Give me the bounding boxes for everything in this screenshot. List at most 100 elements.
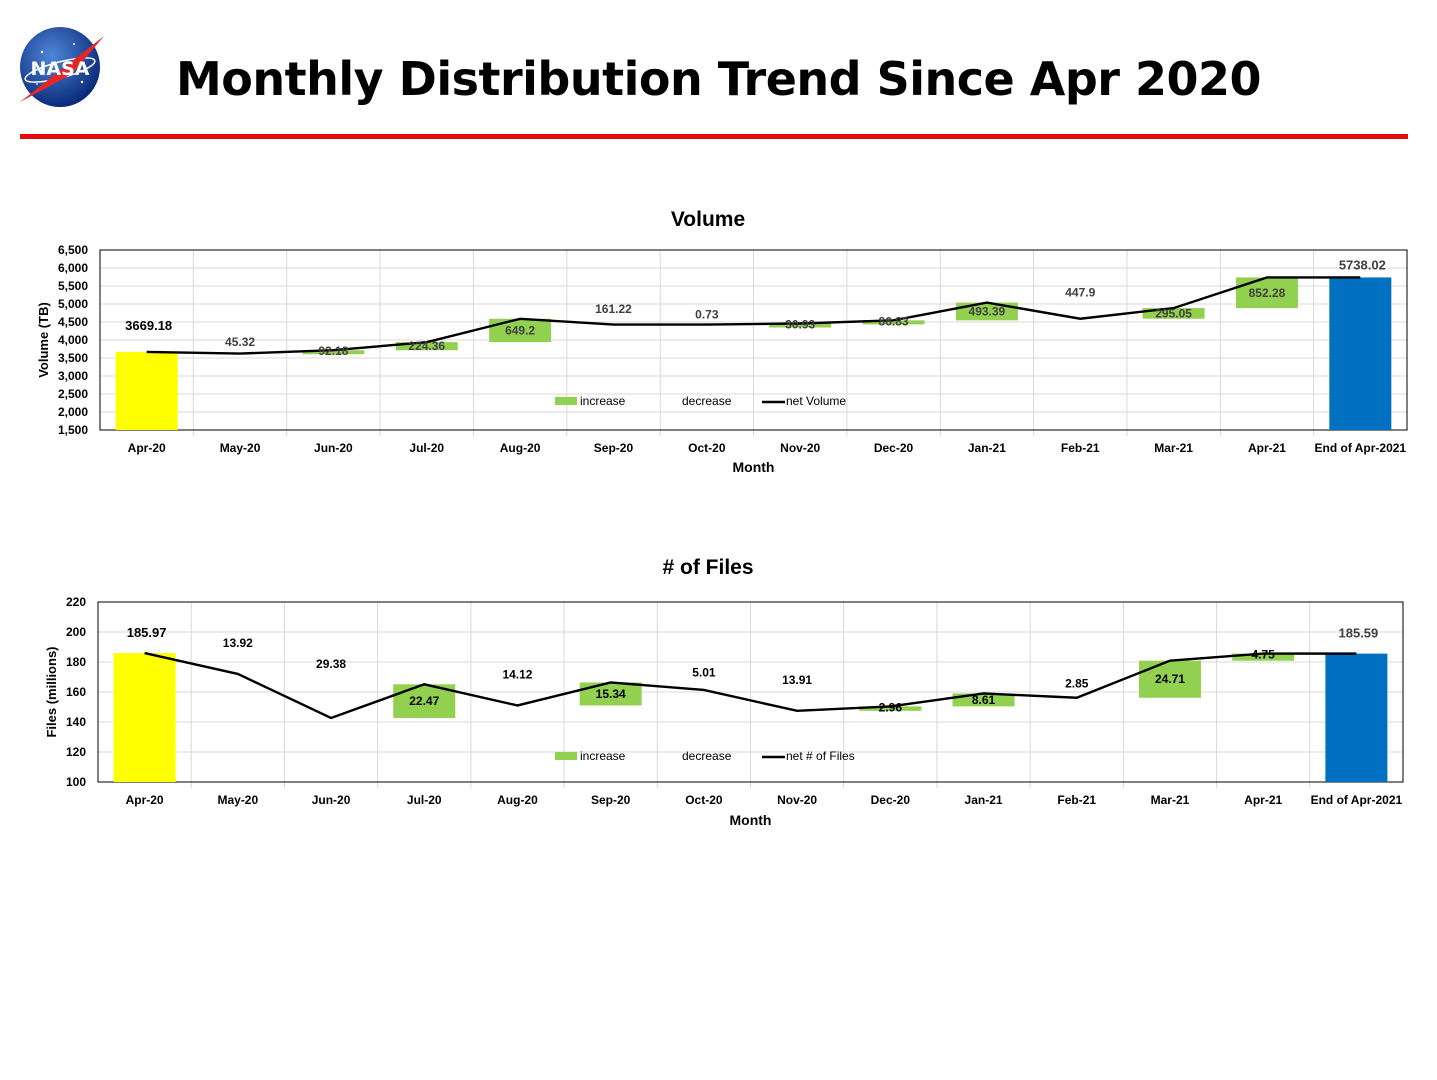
x-tick-label: Aug-20 xyxy=(497,793,538,807)
y-tick-label: 160 xyxy=(66,685,86,699)
bar-start xyxy=(115,351,178,430)
bar-increase xyxy=(1138,660,1201,698)
data-label: 29.38 xyxy=(316,657,346,671)
data-label: 13.92 xyxy=(223,636,253,650)
y-tick-label: 4,000 xyxy=(58,333,88,347)
bar-increase xyxy=(302,350,365,355)
x-tick-label: Mar-21 xyxy=(1151,793,1190,807)
bar-increase xyxy=(395,342,458,351)
legend-increase-label: increase xyxy=(580,749,626,763)
nasa-logo: NASA xyxy=(12,22,112,112)
bar-increase xyxy=(769,323,832,328)
x-tick-label: Oct-20 xyxy=(688,441,726,455)
legend-increase-swatch xyxy=(555,752,577,760)
bar-increase xyxy=(862,320,925,325)
data-label: 852.28 xyxy=(1249,286,1286,300)
y-tick-label: 3,000 xyxy=(58,369,88,383)
x-tick-label: Feb-21 xyxy=(1057,793,1096,807)
legend-net-label: net Volume xyxy=(786,394,846,408)
legend-net-label: net # of Files xyxy=(786,749,855,763)
data-label: 2.96 xyxy=(879,700,903,714)
y-tick-label: 6,500 xyxy=(58,243,88,257)
bar-increase xyxy=(1235,277,1298,309)
x-tick-label: Jul-20 xyxy=(407,793,442,807)
y-tick-label: 1,500 xyxy=(58,423,88,437)
x-tick-label: End of Apr-2021 xyxy=(1311,793,1403,807)
net-line xyxy=(146,276,1361,355)
data-label: 8.61 xyxy=(972,693,996,707)
y-tick-label: 5,500 xyxy=(58,279,88,293)
bar-end xyxy=(1329,277,1392,430)
bar-end xyxy=(1325,653,1388,782)
x-tick-label: Sep-20 xyxy=(591,793,631,807)
x-tick-label: Sep-20 xyxy=(594,441,634,455)
x-axis-label: Month xyxy=(733,459,775,475)
x-tick-label: Nov-20 xyxy=(780,441,820,455)
volume-chart: Volume 1,500 2,000 2,500 3,000 3,500 4,000 4,50… xyxy=(36,208,1408,475)
data-label: 24.71 xyxy=(1155,672,1185,686)
x-tick-label: Apr-20 xyxy=(128,441,166,455)
data-label: 295.05 xyxy=(1155,306,1192,320)
bar-increase xyxy=(579,682,642,706)
x-tick-label: Dec-20 xyxy=(874,441,914,455)
data-label: 4.75 xyxy=(1251,648,1275,662)
y-tick-label: 5,000 xyxy=(58,297,88,311)
data-label-start: 185.97 xyxy=(127,625,167,640)
x-tick-label: Jun-20 xyxy=(312,793,351,807)
x-tick-label: Jan-21 xyxy=(968,441,1006,455)
x-tick-label: May-20 xyxy=(220,441,261,455)
y-tick-label: 2,500 xyxy=(58,387,88,401)
x-tick-label: Apr-20 xyxy=(126,793,164,807)
x-tick-label: Dec-20 xyxy=(871,793,911,807)
y-tick-label: 140 xyxy=(66,715,86,729)
x-tick-label: Jul-20 xyxy=(409,441,444,455)
data-label: 30.93 xyxy=(785,317,815,331)
x-tick-label: Oct-20 xyxy=(685,793,723,807)
bar-increase xyxy=(859,706,922,711)
bar-start xyxy=(113,653,176,782)
data-label: 15.34 xyxy=(596,687,626,701)
plot-area xyxy=(99,249,1408,431)
y-tick-label: 3,500 xyxy=(58,351,88,365)
y-tick-label: 180 xyxy=(66,655,86,669)
data-label: 5.01 xyxy=(692,665,716,679)
bar-increase xyxy=(1232,653,1295,661)
data-label-start: 3669.18 xyxy=(125,318,172,333)
data-label: 14.12 xyxy=(502,667,532,681)
x-tick-label: Apr-21 xyxy=(1248,441,1286,455)
bar-increase xyxy=(1142,308,1205,319)
data-label-end: 5738.02 xyxy=(1339,257,1386,272)
chart-title: # of Files xyxy=(662,556,753,579)
data-label: 86.83 xyxy=(879,314,909,328)
data-label: 493.39 xyxy=(969,304,1006,318)
x-tick-label: Nov-20 xyxy=(777,793,817,807)
data-label: 224.36 xyxy=(408,339,445,353)
y-tick-label: 220 xyxy=(66,595,86,609)
x-tick-label: Feb-21 xyxy=(1061,441,1100,455)
legend-increase-label: increase xyxy=(580,394,626,408)
y-tick-label: 2,000 xyxy=(58,405,88,419)
plot-area xyxy=(97,601,1404,783)
data-label: 161.22 xyxy=(595,302,632,316)
data-label: 447.9 xyxy=(1065,286,1095,300)
data-label: 2.85 xyxy=(1065,676,1089,690)
legend-decrease-label: decrease xyxy=(682,394,732,408)
x-tick-label: End of Apr-2021 xyxy=(1315,441,1407,455)
x-tick-label: Mar-21 xyxy=(1154,441,1193,455)
bar-increase xyxy=(955,302,1018,321)
y-axis-label: Volume (TB) xyxy=(36,302,51,378)
y-tick-label: 4,500 xyxy=(58,315,88,329)
y-tick-label: 200 xyxy=(66,625,86,639)
data-label: 92.18 xyxy=(318,344,348,358)
page-title: Monthly Distribution Trend Since Apr 202… xyxy=(176,52,1261,106)
x-tick-label: May-20 xyxy=(217,793,258,807)
title-divider xyxy=(20,134,1408,139)
data-label: 13.91 xyxy=(782,673,812,687)
x-tick-label: Apr-21 xyxy=(1244,793,1282,807)
y-tick-label: 100 xyxy=(66,775,86,789)
net-line xyxy=(144,651,1357,720)
data-label: 45.32 xyxy=(225,335,255,349)
legend-decrease-label: decrease xyxy=(682,749,732,763)
data-label-end: 185.59 xyxy=(1339,626,1379,641)
y-axis-label: Files (millions) xyxy=(44,646,59,737)
